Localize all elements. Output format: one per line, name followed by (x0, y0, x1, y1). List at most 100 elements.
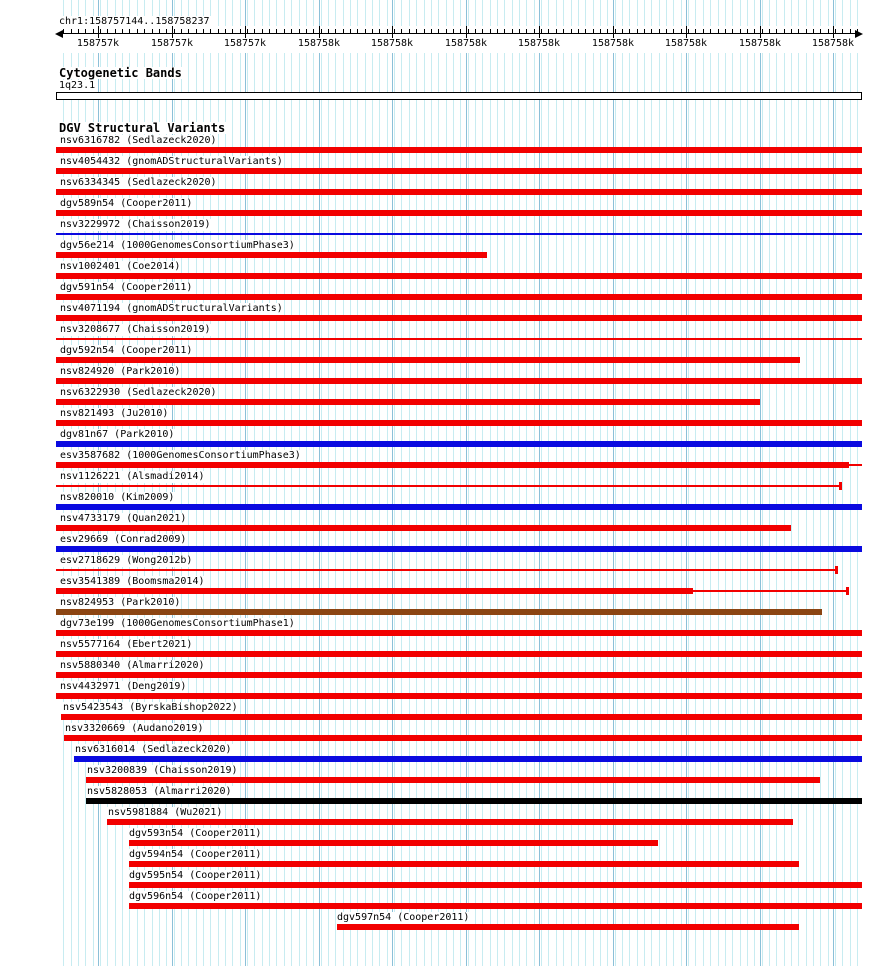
gridline-minor (740, 0, 741, 966)
variant-bar[interactable] (56, 273, 862, 279)
variant-label: nsv821493 (Ju2010) (59, 408, 170, 420)
gridline-minor (681, 0, 682, 966)
variant-bar[interactable] (129, 861, 799, 867)
variant-bar[interactable] (56, 189, 862, 195)
variant-bar[interactable] (107, 819, 793, 825)
gridline-minor (218, 0, 219, 966)
variant-bar[interactable] (56, 441, 862, 447)
variant-bar[interactable] (129, 882, 862, 888)
ruler-minor-tick (218, 29, 219, 33)
ruler-minor-tick (379, 29, 380, 33)
gridline-minor (718, 0, 719, 966)
variant-label: nsv3229972 (Chaisson2019) (59, 219, 212, 231)
gridline-minor (747, 0, 748, 966)
variant-range-line[interactable] (56, 569, 836, 571)
gridline-minor (129, 0, 130, 966)
ruler-minor-tick (607, 29, 608, 33)
ruler-minor-tick (262, 29, 263, 33)
ruler-minor-tick (468, 29, 469, 33)
gridline-minor (196, 0, 197, 966)
variant-bar[interactable] (56, 462, 849, 468)
ruler-minor-tick (718, 29, 719, 33)
variant-bar[interactable] (56, 210, 862, 216)
variant-bar[interactable] (56, 315, 862, 321)
variant-bar[interactable] (56, 252, 487, 258)
ruler-minor-tick (762, 29, 763, 33)
variant-bar[interactable] (56, 588, 693, 594)
variant-range-line[interactable] (693, 590, 847, 592)
variant-label: dgv595n54 (Cooper2011) (128, 870, 263, 882)
gridline-minor (416, 0, 417, 966)
gridline-minor (725, 0, 726, 966)
ruler-minor-tick (541, 29, 542, 33)
variant-bar[interactable] (56, 420, 862, 426)
variant-bar[interactable] (56, 672, 862, 678)
gridline-minor (291, 0, 292, 966)
ruler-minor-tick (710, 29, 711, 33)
variant-bar[interactable] (56, 294, 862, 300)
variant-bar[interactable] (129, 903, 862, 909)
variant-label: dgv589n54 (Cooper2011) (59, 198, 194, 210)
variant-bar[interactable] (61, 714, 862, 720)
gridline-minor (806, 0, 807, 966)
gridline-minor (828, 0, 829, 966)
variant-bar[interactable] (74, 756, 862, 762)
variant-bar[interactable] (56, 168, 862, 174)
variant-range-line[interactable] (56, 485, 840, 487)
ruler-minor-tick (100, 29, 101, 33)
gridline-minor (93, 0, 94, 966)
variant-label: dgv56e214 (1000GenomesConsortiumPhase3) (59, 240, 296, 252)
ruler-minor-tick (350, 29, 351, 33)
ruler-minor-tick (335, 29, 336, 33)
variant-bar[interactable] (129, 840, 658, 846)
gridline-minor (850, 0, 851, 966)
ruler-minor-tick (482, 29, 483, 33)
variant-bar[interactable] (56, 630, 862, 636)
ruler-minor-tick (321, 29, 322, 33)
ruler-minor-tick (556, 29, 557, 33)
variant-bar[interactable] (64, 735, 862, 741)
variant-bar[interactable] (86, 798, 862, 804)
gridline-minor (210, 0, 211, 966)
gridline-minor (299, 0, 300, 966)
variant-bar[interactable] (56, 693, 862, 699)
ruler-major-tick (613, 26, 614, 38)
gridline-major (686, 0, 687, 966)
ruler-minor-tick (394, 29, 395, 33)
variant-bar[interactable] (56, 357, 800, 363)
gridline-minor (703, 0, 704, 966)
cytoband-bar[interactable] (56, 92, 862, 100)
variant-bar[interactable] (56, 147, 862, 153)
variant-range-line[interactable] (56, 338, 862, 340)
ruler-minor-tick (504, 29, 505, 33)
variant-label: nsv5423543 (ByrskaBishop2022) (62, 702, 239, 714)
variant-bar[interactable] (86, 777, 820, 783)
variant-range-line[interactable] (849, 464, 862, 466)
ruler-tick-label: 158758k (296, 38, 342, 49)
variant-bar[interactable] (56, 378, 862, 384)
variant-bar[interactable] (56, 651, 862, 657)
ruler-minor-tick (446, 29, 447, 33)
ruler-minor-tick (820, 29, 821, 33)
ruler-tick-label: 158758k (663, 38, 709, 49)
ruler-minor-tick (776, 29, 777, 33)
ruler-minor-tick (475, 29, 476, 33)
gridline-minor (754, 0, 755, 966)
ruler-minor-tick (115, 29, 116, 33)
ruler-minor-tick (512, 29, 513, 33)
variant-range-line[interactable] (56, 233, 862, 235)
variant-label: nsv4054432 (gnomADStructuralVariants) (59, 156, 284, 168)
variant-bar[interactable] (56, 399, 760, 405)
variant-bar[interactable] (56, 504, 862, 510)
variant-bar[interactable] (56, 609, 822, 615)
gridline-minor (276, 0, 277, 966)
variant-bar[interactable] (337, 924, 799, 930)
variant-label: nsv5880340 (Almarri2020) (59, 660, 206, 672)
gridline-minor (446, 0, 447, 966)
gridline-minor (401, 0, 402, 966)
variant-bar[interactable] (56, 546, 862, 552)
ruler-tick-label: 158758k (369, 38, 415, 49)
variant-bar[interactable] (56, 525, 791, 531)
gridline-minor (519, 0, 520, 966)
